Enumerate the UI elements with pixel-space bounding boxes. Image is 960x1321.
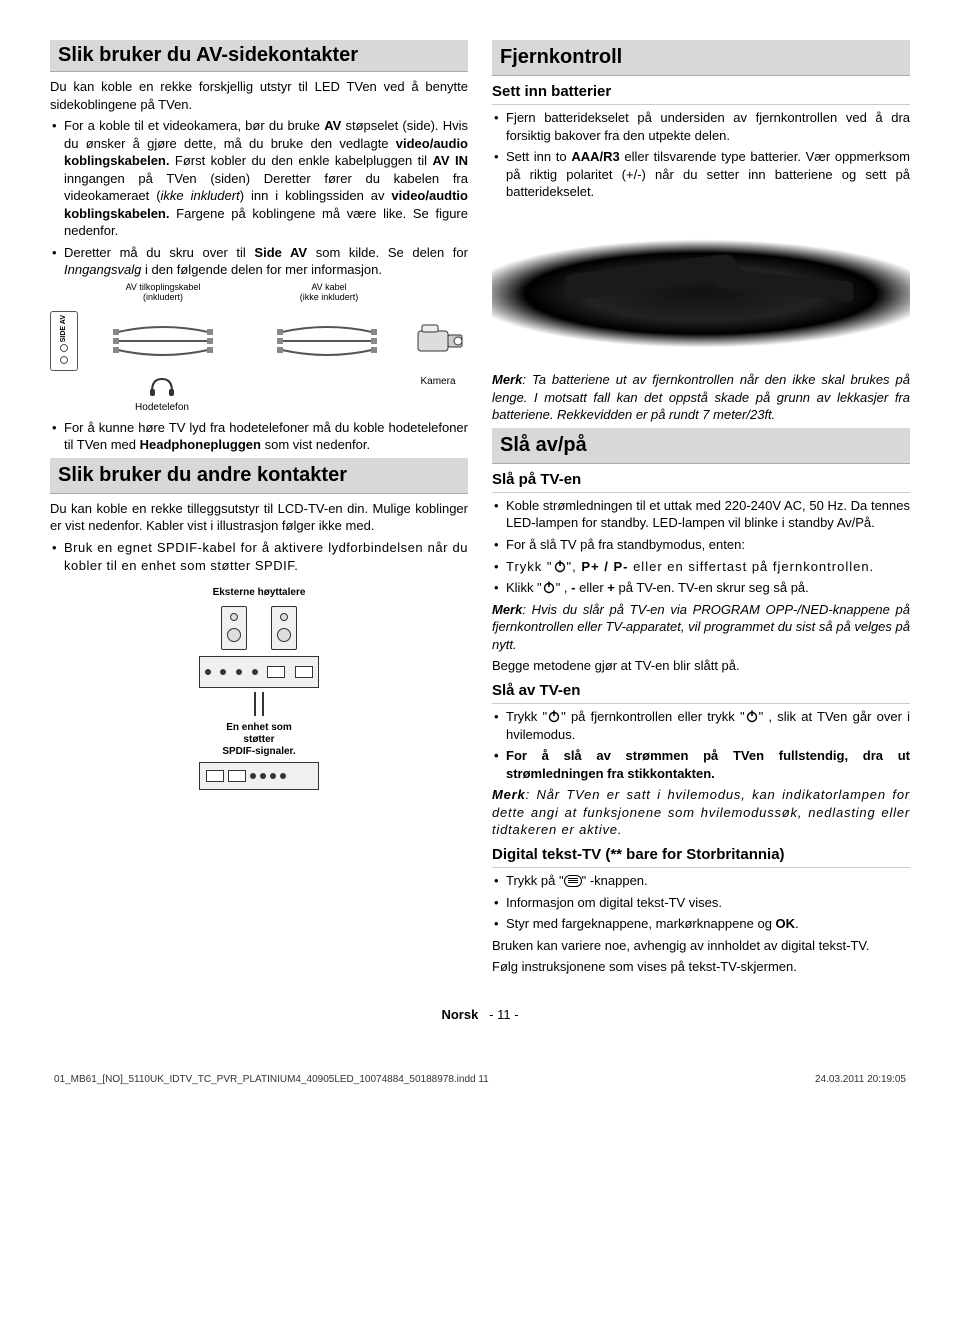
section-title-remote: Fjernkontroll (492, 40, 910, 76)
left-column: Slik bruker du AV-sidekontakter Du kan k… (50, 40, 468, 980)
bullet-press-tv: Klikk "" , - eller + på TV-en. TV-en skr… (492, 579, 910, 597)
subtitle-batteries: Sett inn batterier (492, 82, 910, 105)
page: Slik bruker du AV-sidekontakter Du kan k… (50, 40, 910, 1087)
txt-varies: Bruken kan variere noe, avhengig av innh… (492, 937, 910, 955)
note-batteries: Merk: Ta batteriene ut av fjernkontrolle… (492, 371, 910, 424)
two-column-layout: Slik bruker du AV-sidekontakter Du kan k… (50, 40, 910, 980)
subtitle-teletext: Digital tekst-TV (** bare for Storbritan… (492, 845, 910, 868)
note-standby-indicator: Merk: Når TVen er satt i hvilemodus, kan… (492, 786, 910, 839)
bullet-spdif: Bruk en egnet SPDIF-kabel for å aktivere… (50, 539, 468, 574)
cable-lines-icon (50, 692, 468, 716)
print-file: 01_MB61_[NO]_5110UK_IDTV_TC_PVR_PLATINIU… (54, 1073, 489, 1087)
side-av-port-icon: SIDE AV (50, 311, 78, 371)
camera-label: Kamera (408, 375, 468, 389)
bullet-list-spdif: Bruk en egnet SPDIF-kabel for å aktivere… (50, 539, 468, 574)
other-intro: Du kan koble en rekke tilleggsutstyr til… (50, 500, 468, 535)
right-column: Fjernkontroll Sett inn batterier Fjern b… (492, 40, 910, 980)
speakers-diagram: Eksterne høyttalere En enhet som støtter… (50, 586, 468, 790)
spdif-device-icon (199, 762, 319, 790)
section-title-av: Slik bruker du AV-sidekontakter (50, 40, 468, 72)
power-icon (547, 709, 561, 723)
bullet-side-av: Deretter må du skru over til Side AV som… (50, 244, 468, 279)
bullet-list-headphone: For å kunne høre TV lyd fra hodetelefone… (50, 419, 468, 454)
bullet-list-1: For a koble til et videokamera, bør du b… (50, 117, 468, 279)
bullet-list-teletext: Trykk på "" -knappen. Informasjon om dig… (492, 872, 910, 933)
cable-bundle-2-icon (248, 326, 406, 356)
page-number: - 11 - (489, 1007, 518, 1022)
page-footer: Norsk - 11 - (50, 1006, 910, 1024)
txt-follow: Følg instruksjonene som vises på tekst-T… (492, 958, 910, 976)
amplifier-icon (199, 656, 319, 688)
section-title-other: Slik bruker du andre kontakter (50, 458, 468, 494)
headphone-label: Hodetelefon (80, 401, 244, 415)
both-methods-text: Begge metodene gjør at TV-en blir slått … (492, 657, 910, 675)
spdif-device-label: En enhet som støtter SPDIF-signaler. (222, 722, 295, 758)
cable2-label-top: AV kabel (311, 282, 346, 292)
bullet-txt-nav: Styr med fargeknappene, markørknappene o… (492, 915, 910, 933)
subtitle-turn-on: Slå på TV-en (492, 470, 910, 493)
subtitle-turn-off: Slå av TV-en (492, 681, 910, 704)
print-metadata: 01_MB61_[NO]_5110UK_IDTV_TC_PVR_PLATINIU… (50, 1073, 910, 1087)
ext-speakers-label: Eksterne høyttalere (50, 586, 468, 600)
bullet-av-cable: For a koble til et videokamera, bør du b… (50, 117, 468, 240)
bullet-connect-power: Koble strømledningen til et uttak med 22… (492, 497, 910, 532)
bullet-standby: Trykk "" på fjernkontrollen eller trykk … (492, 708, 910, 743)
cable1-label-bot: (inkludert) (143, 292, 183, 302)
power-icon (553, 559, 567, 573)
note-program-up-down: Merk: Hvis du slår på TV-en via PROGRAM … (492, 601, 910, 654)
bullet-remove-cover: Fjern batteridekselet på undersiden av f… (492, 109, 910, 144)
bullet-list-batteries: Fjern batteridekselet på undersiden av f… (492, 109, 910, 201)
cable-bundle-1-icon (84, 326, 242, 356)
bullet-txt-button: Trykk på "" -knappen. (492, 872, 910, 890)
speaker-left-icon (221, 606, 247, 650)
bullet-list-turn-on: Koble strømledningen til et uttak med 22… (492, 497, 910, 597)
bullet-headphone: For å kunne høre TV lyd fra hodetelefone… (50, 419, 468, 454)
power-icon (542, 580, 556, 594)
language-label: Norsk (441, 1007, 478, 1022)
bullet-press-remote: Trykk "", P+ / P- eller en siffertast på… (492, 558, 910, 576)
bullet-unplug: For å slå av strømmen på TVen fullstendi… (492, 747, 910, 782)
print-timestamp: 24.03.2011 20:19:05 (815, 1073, 906, 1087)
power-icon (745, 709, 759, 723)
headphone-icon (148, 375, 176, 397)
bullet-txt-info: Informasjon om digital tekst-TV vises. (492, 894, 910, 912)
bullet-from-standby: For å slå TV på fra standbymodus, enten: (492, 536, 910, 554)
section-title-power: Slå av/på (492, 428, 910, 464)
cable1-label-top: AV tilkoplingskabel (126, 282, 201, 292)
intro-text: Du kan koble en rekke forskjellig utstyr… (50, 78, 468, 113)
av-cable-diagram: AV tilkoplingskabel (inkludert) AV kabel… (50, 283, 468, 415)
bullet-insert-aaa: Sett inn to AAA/R3 eller tilsvarende typ… (492, 148, 910, 201)
remote-battery-photo (492, 211, 910, 361)
cable2-label-bot: (ikke inkludert) (300, 292, 359, 302)
camera-icon (412, 323, 468, 359)
speaker-right-icon (271, 606, 297, 650)
bullet-list-turn-off: Trykk "" på fjernkontrollen eller trykk … (492, 708, 910, 782)
teletext-icon (564, 875, 582, 887)
